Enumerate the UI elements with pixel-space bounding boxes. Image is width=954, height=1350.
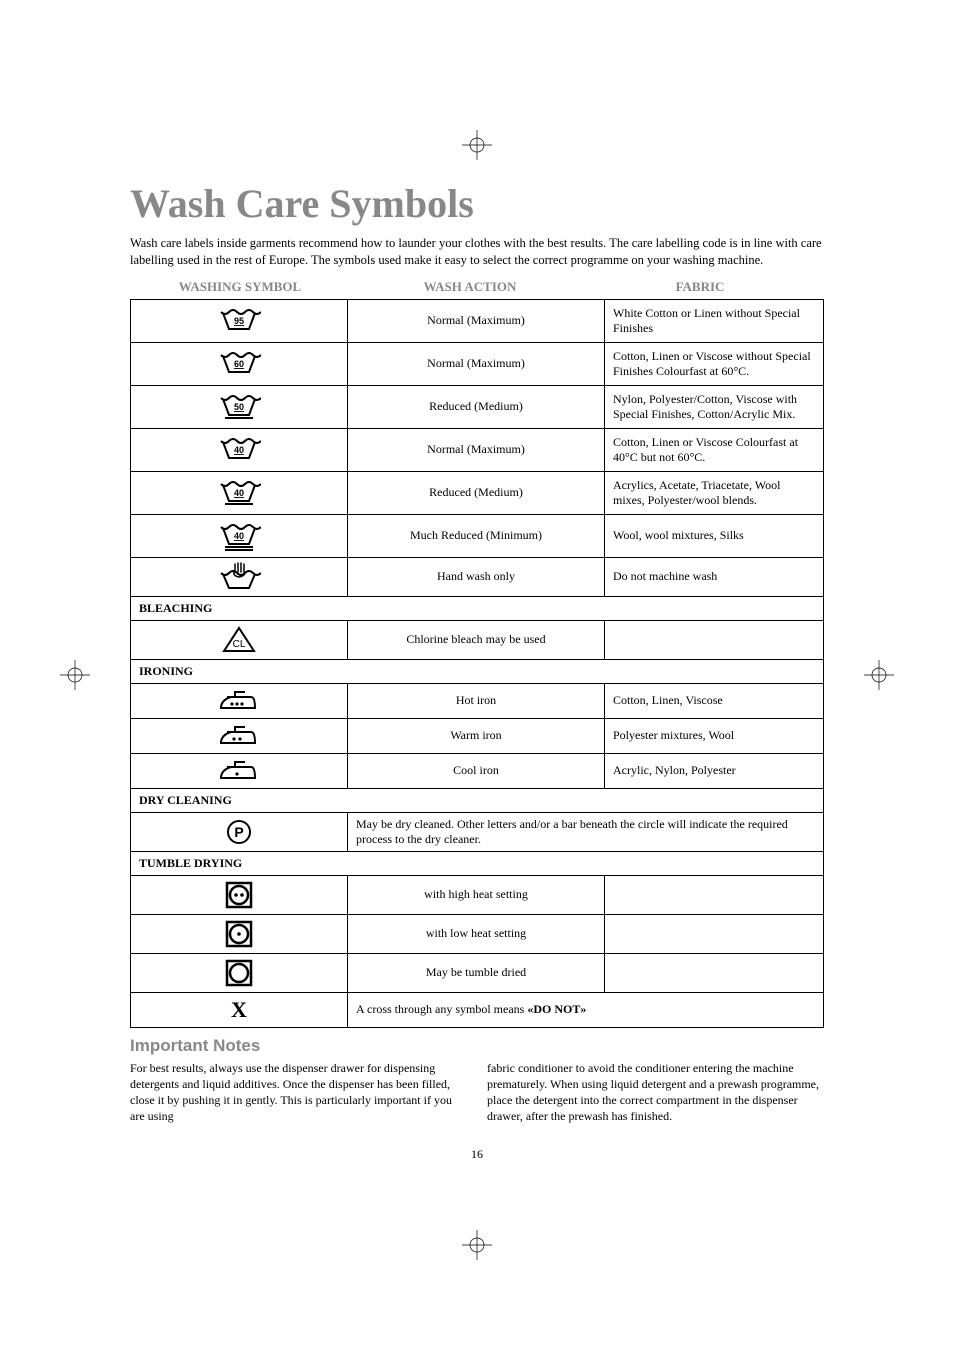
table-headers: WASHING SYMBOL WASH ACTION FABRIC [130, 279, 824, 295]
iron-hot-icon [131, 683, 348, 718]
iron-action: Warm iron [348, 718, 605, 753]
svg-text:40: 40 [234, 531, 244, 541]
table-row: with low heat setting [131, 914, 824, 953]
page-content: Wash Care Symbols Wash care labels insid… [0, 0, 954, 1222]
crop-mark-icon [462, 1230, 492, 1260]
wash-action: Reduced (Medium) [348, 385, 605, 428]
notes-columns: For best results, always use the dispens… [130, 1060, 824, 1125]
wash-40-2bar-icon: 40 [131, 514, 348, 557]
table-row: Hand wash only Do not machine wash [131, 557, 824, 596]
wash-action: Hand wash only [348, 557, 605, 596]
header-action: WASH ACTION [350, 279, 590, 295]
tumble-fabric [605, 914, 824, 953]
tumble-high-icon [131, 875, 348, 914]
svg-text:50: 50 [234, 402, 244, 412]
header-symbol: WASHING SYMBOL [130, 279, 350, 295]
tumble-low-icon [131, 914, 348, 953]
cross-bold: «DO NOT» [527, 1002, 586, 1016]
crop-mark-icon [60, 660, 90, 690]
wash-fabric: Acrylics, Acetate, Triacetate, Wool mixe… [605, 471, 824, 514]
handwash-icon [131, 557, 348, 596]
table-row: 40 Normal (Maximum) Cotton, Linen or Vis… [131, 428, 824, 471]
table-row: 40 Much Reduced (Minimum) Wool, wool mix… [131, 514, 824, 557]
wash-40-bar-icon: 40 [131, 471, 348, 514]
wash-fabric: Cotton, Linen or Viscose without Special… [605, 342, 824, 385]
wash-fabric: White Cotton or Linen without Special Fi… [605, 299, 824, 342]
svg-text:40: 40 [234, 488, 244, 498]
section-dry: DRY CLEANING [131, 788, 824, 812]
wash-fabric: Do not machine wash [605, 557, 824, 596]
iron-fabric: Acrylic, Nylon, Polyester [605, 753, 824, 788]
bleach-action: Chlorine bleach may be used [348, 620, 605, 659]
iron-fabric: Polyester mixtures, Wool [605, 718, 824, 753]
svg-text:CL: CL [233, 639, 246, 650]
tumble-action: May be tumble dried [348, 953, 605, 992]
table-row: May be tumble dried [131, 953, 824, 992]
crop-mark-icon [462, 130, 492, 160]
wash-40-icon: 40 [131, 428, 348, 471]
wash-fabric: Cotton, Linen or Viscose Colourfast at 4… [605, 428, 824, 471]
table-row: CL Chlorine bleach may be used [131, 620, 824, 659]
wash-fabric: Wool, wool mixtures, Silks [605, 514, 824, 557]
section-tumble: TUMBLE DRYING [131, 851, 824, 875]
tumble-action: with low heat setting [348, 914, 605, 953]
page-number: 16 [130, 1147, 824, 1162]
notes-right: fabric conditioner to avoid the conditio… [487, 1060, 824, 1125]
tumble-fabric [605, 875, 824, 914]
table-row: with high heat setting [131, 875, 824, 914]
header-fabric: FABRIC [590, 279, 810, 295]
cross-icon: X [131, 992, 348, 1027]
crop-mark-icon [864, 660, 894, 690]
wash-95-icon: 95 [131, 299, 348, 342]
table-row: Hot iron Cotton, Linen, Viscose [131, 683, 824, 718]
iron-warm-icon [131, 718, 348, 753]
wash-action: Much Reduced (Minimum) [348, 514, 605, 557]
wash-action: Reduced (Medium) [348, 471, 605, 514]
wash-action: Normal (Maximum) [348, 342, 605, 385]
bleach-fabric [605, 620, 824, 659]
table-row: Warm iron Polyester mixtures, Wool [131, 718, 824, 753]
table-row: X A cross through any symbol means «DO N… [131, 992, 824, 1027]
wash-60-icon: 60 [131, 342, 348, 385]
svg-text:95: 95 [234, 316, 244, 326]
table-row: 40 Reduced (Medium) Acrylics, Acetate, T… [131, 471, 824, 514]
iron-action: Cool iron [348, 753, 605, 788]
tumble-action: with high heat setting [348, 875, 605, 914]
tumble-fabric [605, 953, 824, 992]
page-title: Wash Care Symbols [130, 180, 824, 227]
table-row: P May be dry cleaned. Other letters and/… [131, 812, 824, 851]
wash-action: Normal (Maximum) [348, 428, 605, 471]
svg-text:40: 40 [234, 445, 244, 455]
iron-cool-icon [131, 753, 348, 788]
bleach-icon: CL [131, 620, 348, 659]
wash-fabric: Nylon, Polyester/Cotton, Viscose with Sp… [605, 385, 824, 428]
iron-fabric: Cotton, Linen, Viscose [605, 683, 824, 718]
cross-prefix: A cross through any symbol means [356, 1002, 527, 1016]
cross-text: A cross through any symbol means «DO NOT… [348, 992, 824, 1027]
notes-left: For best results, always use the dispens… [130, 1060, 467, 1125]
dryclean-icon: P [131, 812, 348, 851]
table-row: Cool iron Acrylic, Nylon, Polyester [131, 753, 824, 788]
symbols-table: 95 Normal (Maximum) White Cotton or Line… [130, 299, 824, 1028]
tumble-icon [131, 953, 348, 992]
wash-action: Normal (Maximum) [348, 299, 605, 342]
table-row: 50 Reduced (Medium) Nylon, Polyester/Cot… [131, 385, 824, 428]
section-ironing: IRONING [131, 659, 824, 683]
table-row: 60 Normal (Maximum) Cotton, Linen or Vis… [131, 342, 824, 385]
dryclean-text: May be dry cleaned. Other letters and/or… [348, 812, 824, 851]
iron-action: Hot iron [348, 683, 605, 718]
section-bleaching: BLEACHING [131, 596, 824, 620]
intro-text: Wash care labels inside garments recomme… [130, 235, 824, 269]
svg-text:60: 60 [234, 359, 244, 369]
wash-50-icon: 50 [131, 385, 348, 428]
svg-text:P: P [234, 824, 243, 840]
notes-title: Important Notes [130, 1036, 824, 1056]
table-row: 95 Normal (Maximum) White Cotton or Line… [131, 299, 824, 342]
